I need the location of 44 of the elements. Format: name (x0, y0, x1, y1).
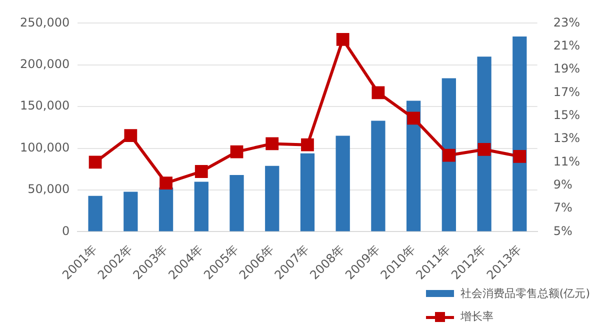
y2-tick-label: 7% (553, 200, 572, 215)
y2-tick-label: 17% (553, 84, 580, 99)
y-tick-label: 250,000 (20, 15, 70, 30)
point (478, 143, 491, 156)
point (194, 165, 208, 178)
bar (371, 120, 386, 232)
y2-tick-label: 11% (553, 154, 580, 168)
legend-label: 增长率 (460, 309, 494, 324)
y2-tick-label: 19% (553, 62, 580, 76)
bar (124, 192, 138, 232)
bar (442, 78, 456, 232)
bar (265, 166, 280, 232)
bar (194, 182, 208, 232)
bar (406, 100, 421, 232)
bar (336, 136, 350, 232)
bar (300, 153, 315, 232)
point (230, 145, 244, 158)
y2-tick-label: 15% (553, 108, 580, 122)
y-tick-label: 150,000 (20, 98, 70, 113)
bar (230, 175, 244, 232)
y2-tick-label: 13% (553, 131, 580, 146)
point (336, 32, 350, 46)
bar (512, 36, 527, 232)
point (301, 138, 314, 152)
point (88, 156, 102, 169)
point (124, 129, 138, 142)
y2-tick-label: 23% (553, 15, 580, 30)
point (266, 137, 279, 150)
y-tick-label: 50,000 (28, 182, 70, 196)
point (407, 112, 420, 125)
bar (477, 56, 492, 232)
bar (158, 188, 174, 232)
bar (88, 196, 102, 232)
y2-tick-label: 9% (553, 178, 572, 192)
point (442, 148, 456, 162)
y-tick-label: 200,000 (20, 57, 70, 72)
y2-tick-label: 5% (553, 224, 572, 238)
y2-tick-label: 21% (553, 38, 580, 52)
point (160, 176, 172, 190)
legend-label: 社会消费品零售总额(亿元) (460, 286, 590, 301)
y-tick-label: 100,000 (20, 140, 70, 154)
point (372, 86, 385, 100)
y-tick-label: 0 (62, 224, 70, 238)
point (513, 150, 526, 163)
